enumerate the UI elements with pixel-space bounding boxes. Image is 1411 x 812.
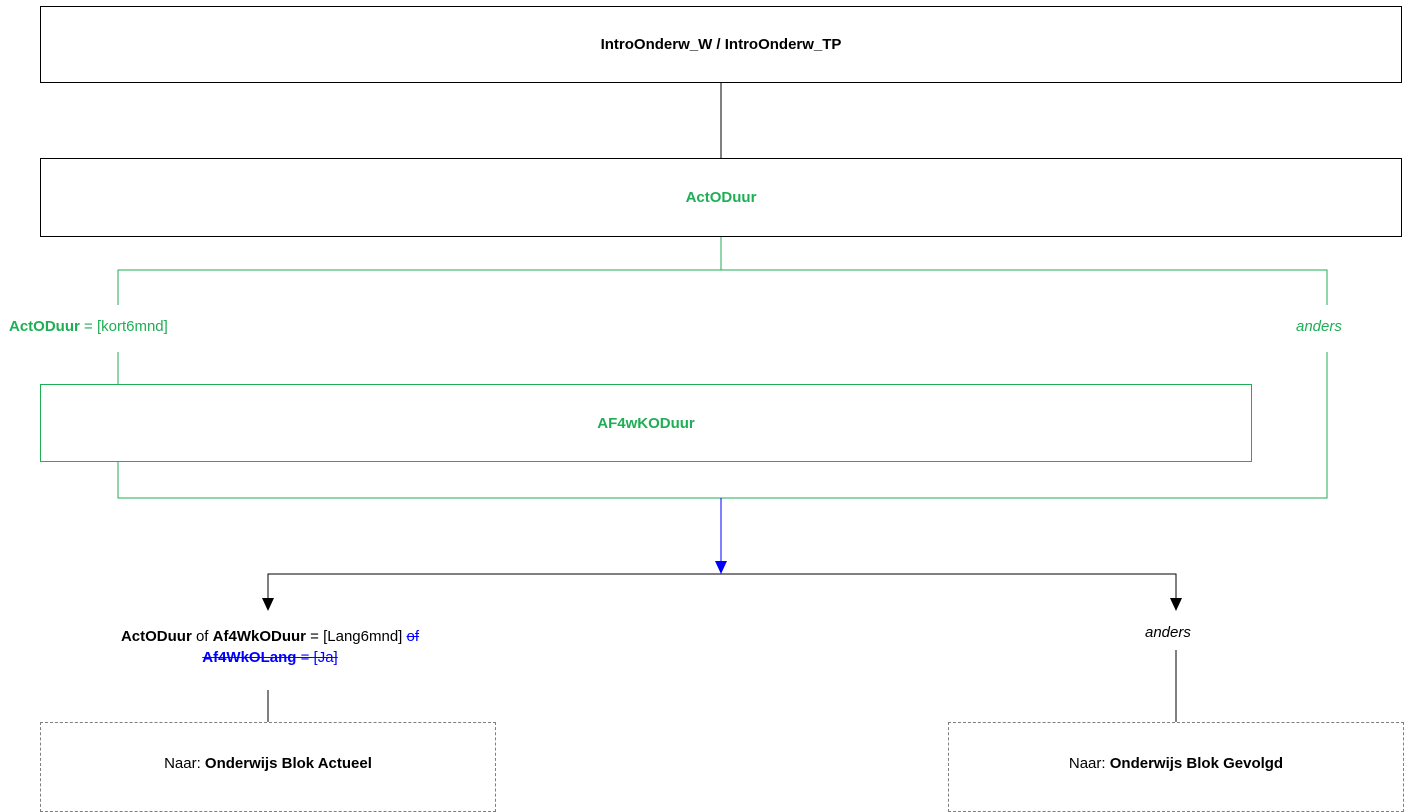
actoduur-label: ActODuur xyxy=(685,189,757,206)
left-arrowhead xyxy=(262,598,274,611)
target-left-text: Naar: Onderwijs Blok Actueel xyxy=(164,755,372,772)
target-left-box: Naar: Onderwijs Blok Actueel xyxy=(40,722,496,812)
cond-struck-var: Af4WkOLang xyxy=(202,649,297,666)
branch-left-var: ActODuur xyxy=(9,318,80,335)
target-right-name: Onderwijs Blok Gevolgd xyxy=(1109,755,1284,772)
intro-label: IntroOnderw_W / IntroOnderw_TP xyxy=(600,36,842,53)
branch-left-condition: ActODuur = [kort6mnd] xyxy=(9,318,168,335)
cond-var1: ActODuur xyxy=(120,628,192,645)
bottom-left-condition: ActODuur of Af4WkODuur = [Lang6mnd] of A… xyxy=(60,626,480,668)
branch-left-op: = xyxy=(79,318,97,335)
branch-right-condition: anders xyxy=(1296,318,1342,335)
cond-of1: of xyxy=(191,628,213,645)
af4wkoduur-label: AF4wKODuur xyxy=(597,414,695,432)
cond-value: [Lang6mnd] xyxy=(323,628,407,645)
black-branch xyxy=(267,573,1177,600)
target-right-box: Naar: Onderwijs Blok Gevolgd xyxy=(948,722,1404,812)
cond-op: = xyxy=(306,628,324,645)
cond-var2: Af4WkODuur xyxy=(212,628,306,645)
af4wkoduur-box: AF4wKODuur xyxy=(40,384,1252,462)
target-right-prefix: Naar: xyxy=(1068,755,1110,772)
target-right-text: Naar: Onderwijs Blok Gevolgd xyxy=(1069,755,1283,772)
blue-arrowhead xyxy=(715,561,727,574)
actoduur-box: ActODuur xyxy=(40,158,1402,237)
target-left-prefix: Naar: xyxy=(164,755,205,772)
bottom-right-condition: anders xyxy=(1145,624,1191,641)
intro-box: IntroOnderw_W / IntroOnderw_TP xyxy=(40,6,1402,83)
cond-struck-op: = xyxy=(296,649,314,666)
branch-left-value: [kort6mnd] xyxy=(96,318,168,335)
target-left-name: Onderwijs Blok Actueel xyxy=(204,755,372,772)
green-branch-bottom xyxy=(117,352,1328,499)
cond-struck-expr: Af4WkOLang = [Ja] xyxy=(202,649,337,666)
green-branch-top xyxy=(117,269,1328,305)
cond-struck-value: [Ja] xyxy=(313,649,338,666)
right-arrowhead xyxy=(1170,598,1182,611)
cond-struck-of: of xyxy=(406,628,420,645)
